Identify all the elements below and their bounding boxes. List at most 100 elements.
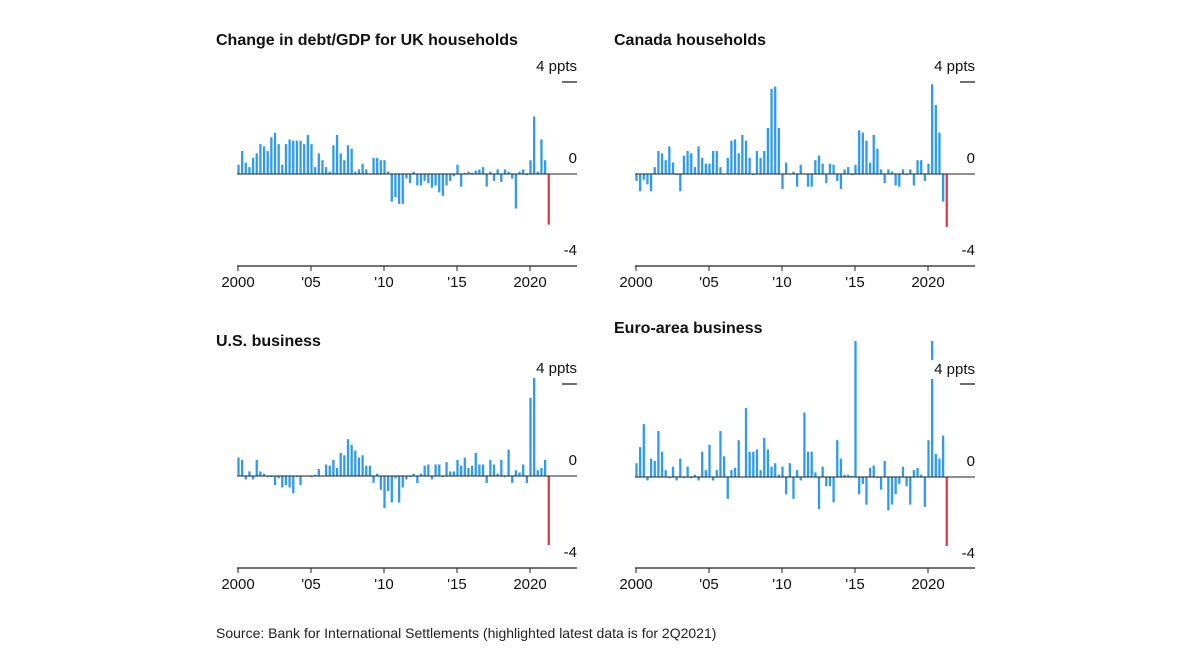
bar [752, 451, 755, 477]
bar [518, 171, 521, 174]
bar [799, 164, 802, 174]
bar [332, 459, 335, 476]
x-tick-label: 2020 [513, 274, 546, 291]
bar [503, 169, 507, 174]
bar [438, 174, 441, 193]
bar [865, 477, 868, 505]
bar [923, 174, 926, 181]
bar [518, 472, 521, 476]
bar [292, 140, 295, 174]
bar [328, 171, 331, 174]
bar [303, 144, 306, 174]
bar [237, 457, 240, 476]
y-tick-label: 0 [967, 453, 975, 470]
bar [708, 163, 711, 174]
label-background [527, 359, 579, 378]
bar [832, 164, 835, 174]
bar [752, 174, 755, 176]
bar [405, 476, 408, 480]
bar [288, 476, 291, 488]
x-tick-label: '15 [447, 274, 467, 291]
bar [664, 160, 667, 174]
bar [664, 470, 667, 477]
x-tick-label: '05 [301, 576, 321, 593]
bar [836, 440, 839, 477]
bar [248, 167, 251, 174]
bar [909, 169, 912, 174]
bar [522, 169, 525, 174]
x-tick-label: 2000 [221, 274, 254, 291]
bar [434, 464, 437, 476]
bar [449, 471, 452, 476]
y-tick-label: 4 ppts [934, 361, 975, 378]
bar [792, 477, 795, 499]
bar [657, 151, 660, 174]
x-tick-label: 2020 [911, 274, 944, 291]
bar [452, 174, 455, 177]
bar [314, 474, 317, 476]
bar [774, 86, 777, 174]
bar [916, 160, 919, 174]
bar [653, 460, 656, 477]
bar [335, 467, 339, 476]
bar [332, 145, 335, 174]
bar [525, 174, 528, 176]
label-background [925, 57, 977, 76]
bar [540, 139, 543, 174]
bar [828, 477, 832, 487]
bar [255, 459, 258, 476]
bar [931, 84, 934, 174]
bar [237, 164, 240, 174]
bar [394, 174, 397, 197]
bar [920, 160, 923, 174]
bar [277, 144, 280, 174]
bar [251, 476, 255, 480]
x-tick-label: 2000 [619, 576, 652, 593]
bar [328, 465, 331, 476]
label-background [925, 360, 977, 379]
bar [503, 476, 507, 478]
x-tick-label: '10 [374, 274, 394, 291]
bar [854, 341, 857, 477]
bar [481, 464, 485, 476]
bar [733, 139, 737, 174]
bar [909, 477, 912, 505]
bar [467, 467, 470, 476]
bar [843, 169, 846, 174]
bar [868, 162, 872, 174]
bar [814, 472, 817, 477]
bar [847, 167, 850, 174]
bar [255, 153, 258, 174]
bar [912, 470, 916, 477]
bar [270, 137, 273, 174]
bar [744, 408, 748, 477]
bar [679, 458, 682, 477]
bar [357, 457, 361, 476]
bar [244, 162, 247, 174]
x-tick-label: '15 [845, 274, 865, 291]
panel-euro-business: Euro-area business 4 ppts 0 -4 2000 '05 '10 '1… [614, 320, 977, 593]
bar [682, 155, 686, 174]
bar [858, 130, 861, 174]
bar [346, 145, 350, 174]
panel-title: Canada households [614, 32, 766, 49]
bar [317, 469, 320, 476]
bar [266, 151, 269, 174]
bar [543, 160, 547, 174]
bar [281, 476, 284, 488]
bar [259, 144, 262, 174]
bar [642, 424, 645, 477]
bar [273, 132, 277, 174]
bar [821, 466, 824, 477]
bar [660, 153, 664, 174]
bar [511, 476, 514, 483]
bar [270, 476, 273, 478]
bar [675, 477, 678, 481]
bar [522, 464, 525, 476]
y-tick-label: 0 [569, 150, 577, 167]
bar [463, 172, 466, 174]
bar [441, 476, 445, 478]
bar [500, 459, 503, 476]
bar [463, 457, 466, 476]
bar [737, 440, 740, 477]
